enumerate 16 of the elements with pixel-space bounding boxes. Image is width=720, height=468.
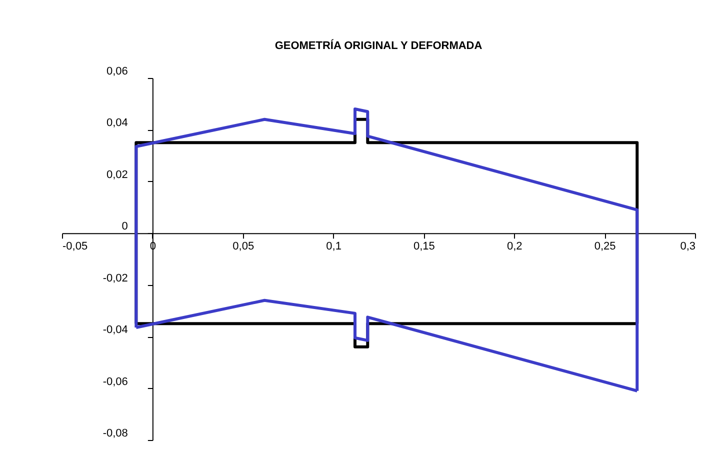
chart-title: GEOMETRÍA ORIGINAL Y DEFORMADA: [274, 39, 482, 52]
x-tick-label: 0,3: [680, 240, 696, 253]
x-tick-label: 0,05: [232, 240, 254, 253]
x-tick-label: 0,15: [414, 240, 435, 253]
y-tick-label: -0,06: [102, 376, 128, 388]
x-tick-label: -0,05: [62, 240, 88, 253]
x-tick-label: 0,25: [594, 240, 616, 253]
y-tick-label: -0,08: [102, 428, 128, 440]
y-tick-label: 0,04: [106, 117, 128, 130]
y-tick-label: -0,04: [102, 324, 128, 336]
y-tick-label: -0,02: [102, 272, 128, 284]
x-tick-label: 0,2: [506, 240, 522, 253]
y-tick-label: 0,02: [106, 168, 128, 181]
y-tick-label: 0: [122, 220, 128, 233]
y-tick-label: 0,06: [106, 66, 128, 78]
x-tick-label: 0,1: [326, 240, 342, 253]
